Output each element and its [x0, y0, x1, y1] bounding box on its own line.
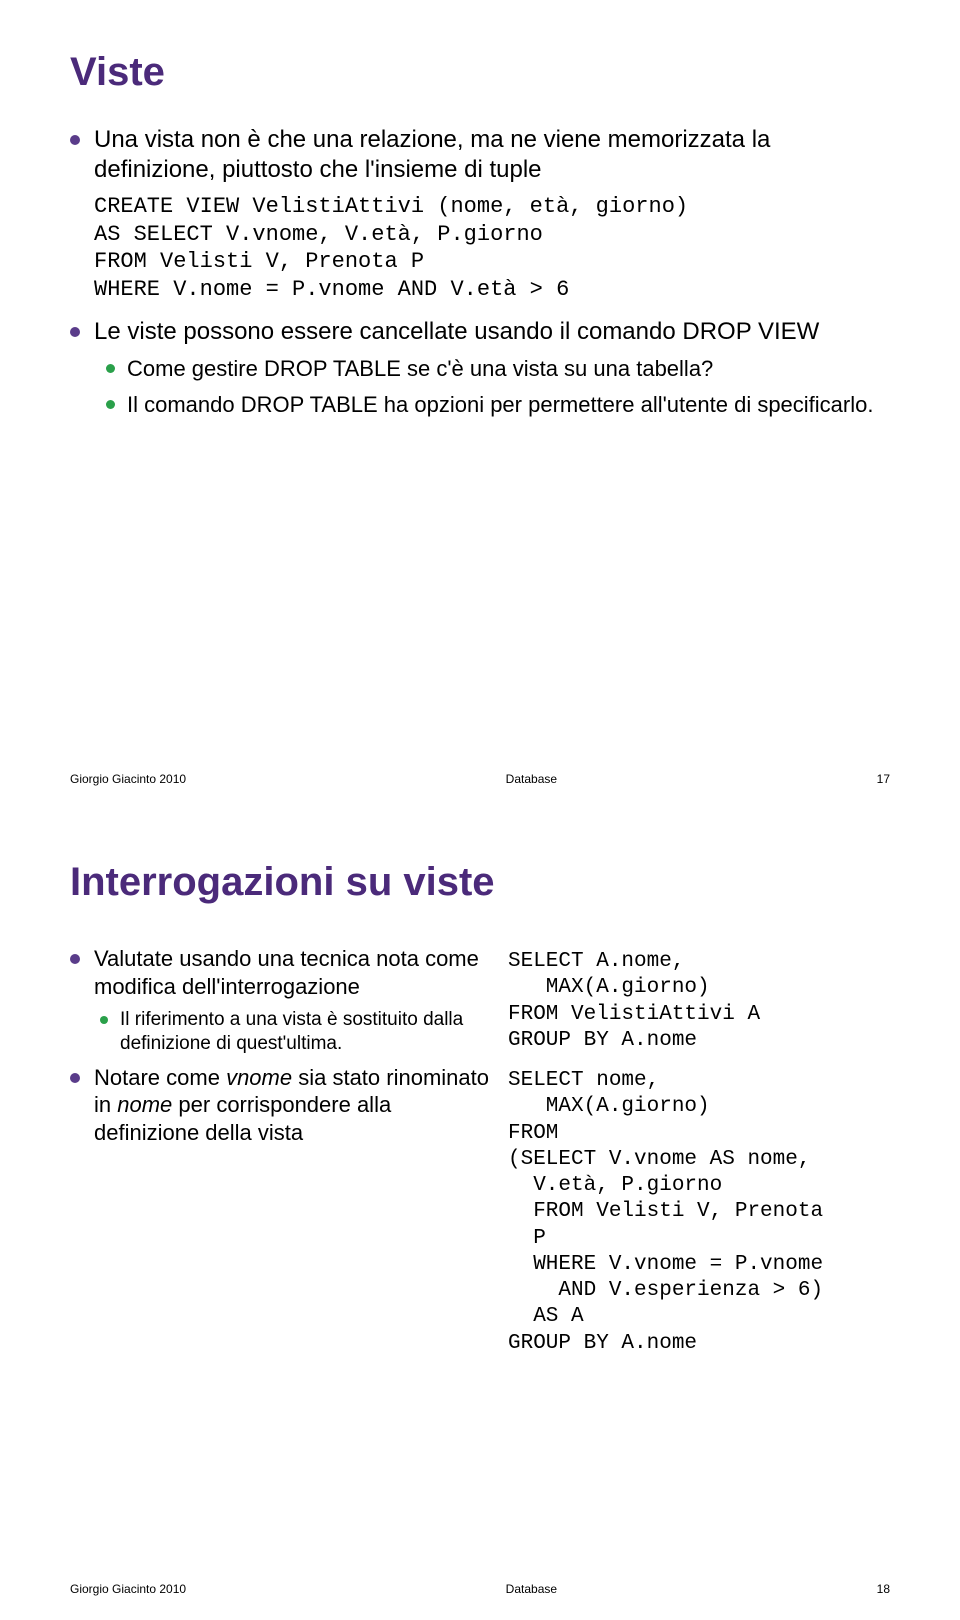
s2-bullet-1: Valutate usando una tecnica nota come mo…	[70, 945, 490, 1000]
s2-col-left: Valutate usando una tecnica nota come mo…	[70, 945, 490, 1357]
s2-bullet-1a: Il riferimento a una vista è sostituito …	[100, 1008, 490, 1056]
s1-bullet-3-text: Come gestire DROP TABLE se c'è una vista…	[127, 355, 713, 383]
s2-bullet-1-text: Valutate usando una tecnica nota come mo…	[94, 945, 490, 1000]
text-run: Notare come	[94, 1065, 226, 1090]
s1-bullet-4: Il comando DROP TABLE ha opzioni per per…	[106, 391, 890, 419]
bullet-dot	[70, 327, 80, 337]
s1-bullet-2: Le viste possono essere cancellate usand…	[70, 317, 890, 347]
italic-run: nome	[117, 1092, 172, 1117]
spacer	[508, 1054, 890, 1068]
bullet-dot-l2	[106, 400, 115, 409]
bullet-dot	[70, 954, 80, 964]
s1-code: CREATE VIEW VelistiAttivi (nome, età, gi…	[94, 193, 890, 303]
footer-center: Database	[506, 1582, 557, 1596]
s2-code-2: SELECT nome, MAX(A.giorno) FROM (SELECT …	[508, 1068, 890, 1357]
slide-2: Interrogazioni su viste Valutate usando …	[0, 810, 960, 1620]
slide2-title: Interrogazioni su viste	[70, 860, 890, 905]
s2-col-right: SELECT A.nome, MAX(A.giorno) FROM Velist…	[508, 945, 890, 1357]
footer-right: 17	[877, 772, 890, 786]
s1-bullet-2-text: Le viste possono essere cancellate usand…	[94, 317, 819, 347]
s2-bullet-2-text: Notare come vnome sia stato rinominato i…	[94, 1064, 490, 1147]
s1-bullet-1-text: Una vista non è che una relazione, ma ne…	[94, 125, 890, 185]
slide1-title: Viste	[70, 50, 890, 95]
s2-bullet-2: Notare come vnome sia stato rinominato i…	[70, 1064, 490, 1147]
s2-bullet-1a-text: Il riferimento a una vista è sostituito …	[120, 1008, 490, 1056]
slide-1: Viste Una vista non è che una relazione,…	[0, 0, 960, 810]
bullet-dot	[70, 135, 80, 145]
footer-left: Giorgio Giacinto 2010	[70, 772, 186, 786]
footer-center: Database	[506, 772, 557, 786]
italic-run: vnome	[226, 1065, 292, 1090]
bullet-dot	[70, 1073, 80, 1083]
s1-bullet-1: Una vista non è che una relazione, ma ne…	[70, 125, 890, 185]
bullet-dot-l2	[100, 1016, 108, 1024]
s1-bullet-3: Come gestire DROP TABLE se c'è una vista…	[106, 355, 890, 383]
s2-columns: Valutate usando una tecnica nota come mo…	[70, 945, 890, 1357]
s2-code-1: SELECT A.nome, MAX(A.giorno) FROM Velist…	[508, 949, 890, 1054]
footer-left: Giorgio Giacinto 2010	[70, 1582, 186, 1596]
s1-bullet-4-text: Il comando DROP TABLE ha opzioni per per…	[127, 391, 873, 419]
s1-footer: Giorgio Giacinto 2010 Database 17	[70, 772, 890, 786]
s2-footer: Giorgio Giacinto 2010 Database 18	[70, 1582, 890, 1596]
footer-right: 18	[877, 1582, 890, 1596]
bullet-dot-l2	[106, 364, 115, 373]
